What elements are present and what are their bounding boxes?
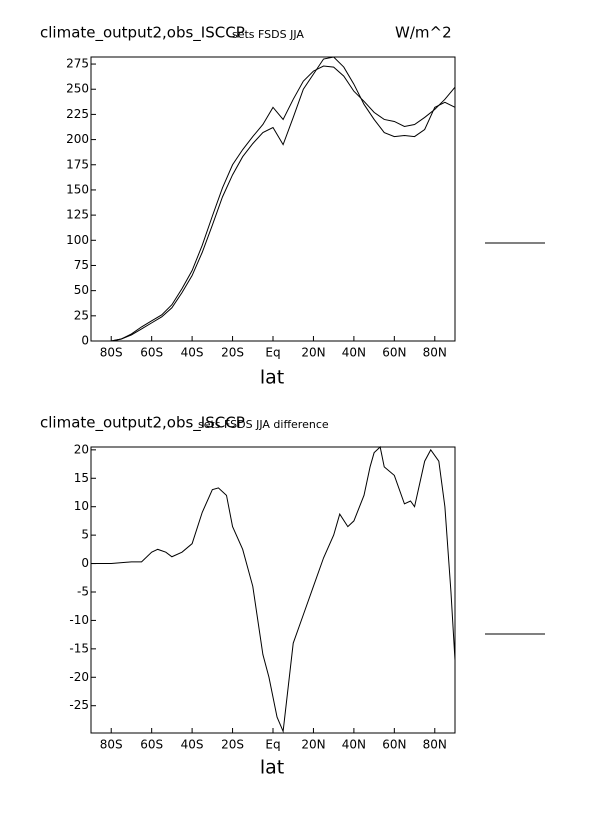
x-tick-label: 20S <box>221 738 244 752</box>
x-tick-label: 20S <box>221 346 244 360</box>
x-tick-label: 60S <box>140 346 163 360</box>
y-tick-label: 5 <box>81 528 89 542</box>
x-tick-label: 60S <box>140 738 163 752</box>
y-tick-label: -20 <box>69 670 89 684</box>
line-series <box>91 446 456 734</box>
x-tick-label: 60N <box>382 346 406 360</box>
x-tick-label: 20N <box>301 738 325 752</box>
x-axis-label: lat <box>260 757 284 779</box>
x-axis-label: lat <box>260 367 284 389</box>
y-tick-label: 200 <box>66 132 89 146</box>
y-tick-label: 50 <box>74 283 89 297</box>
x-tick-label: 20N <box>301 346 325 360</box>
y-tick-label: 15 <box>74 471 89 485</box>
line-series <box>91 65 456 342</box>
y-tick-label: 0 <box>81 334 89 348</box>
x-tick-label: 80S <box>100 738 123 752</box>
x-tick-label: 40S <box>181 738 204 752</box>
y-tick-label: 20 <box>74 442 89 456</box>
plot-frame <box>90 56 456 342</box>
y-tick-label: -10 <box>69 613 89 627</box>
y-tick-label: 10 <box>74 499 89 513</box>
y-tick-label: 0 <box>81 556 89 570</box>
x-tick-label: 60N <box>382 738 406 752</box>
y-tick-label: 175 <box>66 157 89 171</box>
x-tick-label: 80N <box>423 346 447 360</box>
x-tick-label: 80S <box>100 346 123 360</box>
chart-subtitle: sets FSDS JJA <box>232 28 304 41</box>
y-tick-label: -15 <box>69 641 89 655</box>
chart-subtitle: sets FSDS JJA difference <box>198 418 329 431</box>
y-tick-label: 275 <box>66 57 89 71</box>
plot-frame <box>90 446 456 734</box>
y-tick-label: 250 <box>66 82 89 96</box>
x-tick-label: 80N <box>423 738 447 752</box>
y-tick-label: 25 <box>74 308 89 322</box>
y-tick-label: 75 <box>74 258 89 272</box>
y-tick-label: -5 <box>77 584 89 598</box>
y-tick-label: 125 <box>66 208 89 222</box>
x-tick-label: 40N <box>342 346 366 360</box>
units: W/m^2 <box>395 24 452 42</box>
x-tick-label: 40N <box>342 738 366 752</box>
y-tick-label: -25 <box>69 698 89 712</box>
chart-title: climate_output2,obs_ISCCP <box>40 24 245 43</box>
y-tick-label: 225 <box>66 107 89 121</box>
chart-title: climate_output2,obs_ISCCP <box>40 414 245 433</box>
x-tick-label: Eq <box>265 738 280 752</box>
line-series <box>91 56 456 342</box>
x-tick-label: Eq <box>265 346 280 360</box>
y-tick-label: 150 <box>66 182 89 196</box>
x-tick-label: 40S <box>181 346 204 360</box>
y-tick-label: 100 <box>66 233 89 247</box>
